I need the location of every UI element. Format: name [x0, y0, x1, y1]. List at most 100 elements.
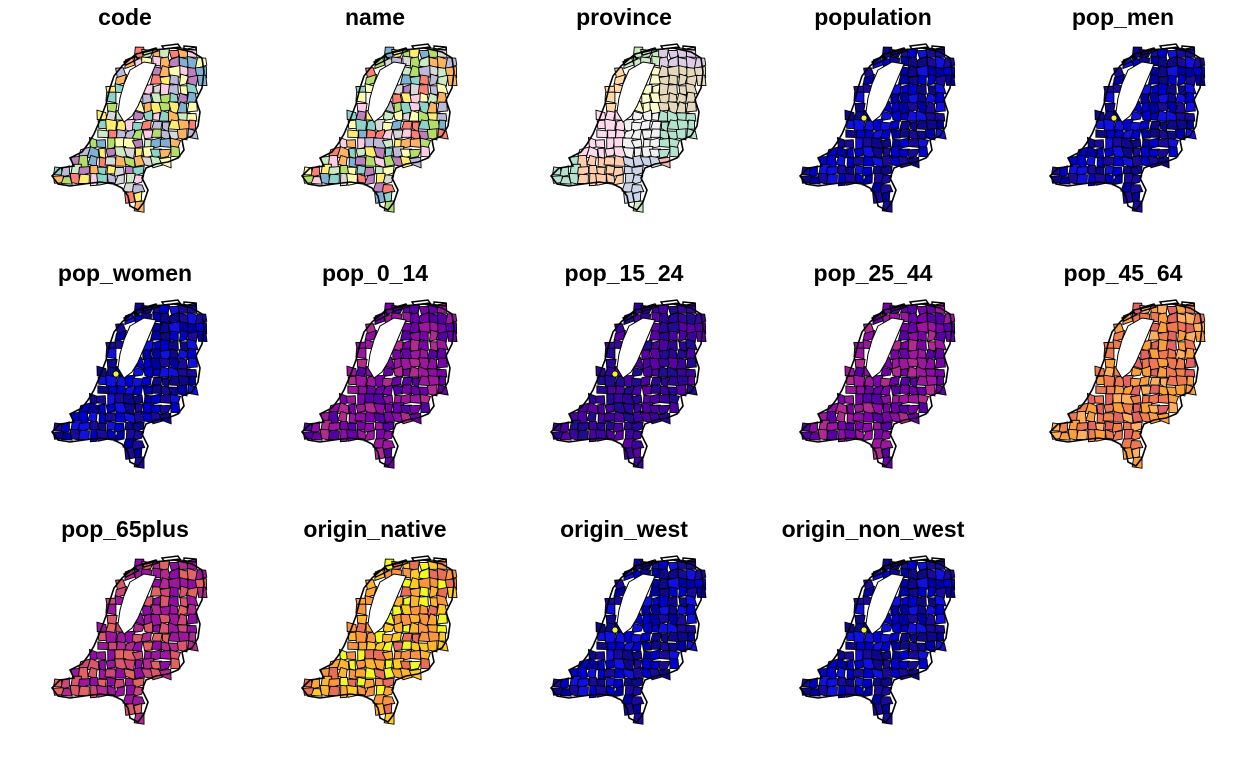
municipality-shape	[843, 395, 855, 405]
municipality-shape	[113, 422, 125, 434]
municipality-shape	[348, 659, 357, 671]
municipality-shape	[152, 367, 161, 377]
municipality-shape	[1075, 422, 1089, 433]
municipality-shape	[649, 137, 662, 150]
municipality-shape	[140, 375, 152, 387]
municipality-shape	[1103, 147, 1115, 157]
municipality-shape	[60, 176, 73, 185]
municipality-shape	[170, 145, 181, 158]
municipality-shape	[825, 685, 838, 696]
municipality-shape	[77, 678, 91, 689]
municipality-shape	[936, 631, 945, 642]
municipality-shape	[649, 393, 662, 406]
municipality-shape	[639, 119, 651, 131]
island-shape	[682, 45, 696, 51]
municipality-shape	[918, 657, 929, 670]
municipality-shape	[392, 385, 404, 396]
netherlands-map	[1048, 299, 1206, 469]
netherlands-map	[300, 555, 458, 725]
municipality-shape	[176, 640, 188, 653]
island-shape	[908, 555, 930, 562]
municipality-shape	[140, 631, 152, 643]
island-shape	[140, 47, 160, 56]
municipality-shape	[310, 688, 323, 697]
panel-title: pop_women	[57, 260, 193, 286]
municipality-shape	[319, 172, 331, 185]
municipality-shape	[409, 404, 422, 415]
municipality-shape	[113, 685, 125, 698]
municipality-shape	[924, 604, 936, 616]
municipality-shape	[907, 660, 920, 671]
municipality-shape	[907, 137, 920, 148]
municipality-shape	[898, 137, 911, 150]
island-shape	[639, 47, 659, 56]
municipality-shape	[401, 384, 413, 394]
municipality-shape	[597, 659, 606, 671]
municipality-shape	[382, 430, 395, 442]
municipality-shape	[906, 357, 919, 368]
municipality-shape	[1075, 166, 1089, 177]
municipality-shape	[594, 651, 606, 661]
municipality-shape	[188, 375, 197, 386]
municipality-shape	[1150, 367, 1159, 377]
municipality-shape	[1184, 357, 1196, 369]
municipality-shape	[1103, 403, 1115, 413]
country-outline	[300, 559, 455, 724]
municipality-shape	[825, 678, 839, 689]
municipality-shape	[158, 613, 171, 624]
municipality-shape	[825, 173, 838, 184]
municipality-shape	[641, 129, 653, 140]
municipality-shape	[899, 640, 911, 650]
island-shape	[1138, 47, 1158, 56]
municipality-shape	[907, 393, 920, 404]
municipality-shape	[383, 190, 393, 204]
municipality-shape	[817, 172, 829, 185]
municipality-shape	[559, 688, 572, 697]
island-shape	[621, 55, 639, 66]
municipality-shape	[77, 422, 91, 433]
island-shape	[122, 567, 140, 578]
municipality-shape	[568, 684, 580, 697]
municipality-shape	[77, 429, 90, 440]
municipality-shape	[642, 109, 653, 123]
municipality-shape	[881, 190, 891, 204]
lake-shape	[367, 317, 407, 379]
municipality-shape	[158, 101, 171, 112]
island-shape	[639, 559, 659, 568]
municipality-shape	[641, 385, 653, 396]
municipality-shape	[348, 147, 357, 159]
municipality-shape	[639, 375, 651, 387]
municipality-shape	[1168, 401, 1179, 414]
lake-shape	[1115, 317, 1155, 379]
panel-title: pop_65plus	[61, 516, 189, 542]
municipality-shape	[808, 432, 821, 441]
municipality-shape	[880, 622, 893, 634]
municipality-shape	[152, 623, 161, 633]
island-shape	[1120, 311, 1138, 322]
municipality-shape	[669, 657, 680, 670]
municipality-shape	[632, 190, 642, 204]
municipality-shape	[428, 329, 439, 343]
municipality-shape	[436, 357, 448, 369]
municipality-shape	[899, 384, 911, 394]
island-shape	[908, 43, 930, 50]
lake-shape	[616, 317, 656, 379]
island-shape	[433, 301, 447, 307]
municipality-shape	[817, 684, 829, 697]
island-shape	[659, 555, 681, 562]
municipality-shape	[438, 375, 447, 386]
municipality-shape	[917, 330, 927, 342]
municipality-shape	[651, 623, 660, 633]
municipality-shape	[677, 73, 688, 87]
municipality-shape	[685, 338, 698, 352]
municipality-shape	[612, 685, 624, 698]
municipality-shape	[176, 128, 188, 141]
municipality-shape	[1111, 166, 1123, 178]
municipality-shape	[1167, 330, 1177, 342]
municipality-shape	[687, 375, 696, 386]
country-outline	[549, 303, 704, 468]
municipality-shape	[891, 109, 902, 123]
municipality-shape	[596, 385, 608, 395]
island-shape	[908, 299, 930, 306]
municipality-shape	[1131, 446, 1141, 460]
